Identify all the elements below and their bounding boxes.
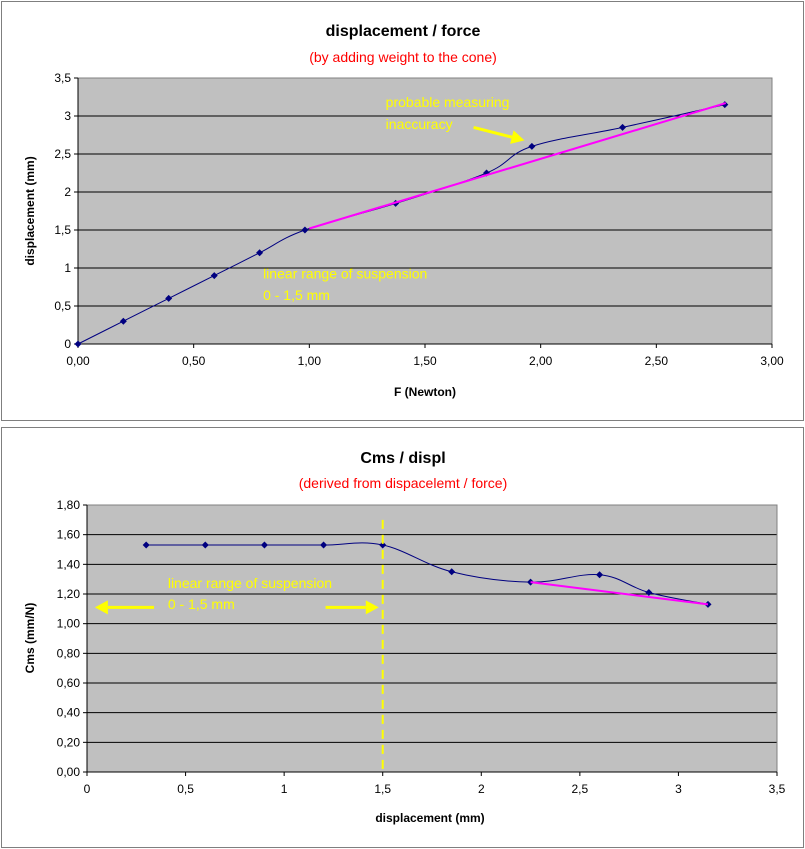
chart-title: displacement / force	[326, 23, 481, 40]
annotations: probable measuring inaccuracy linear range…	[263, 94, 525, 303]
y-tick-label: 0,60	[57, 676, 81, 690]
annotation-text: 0 - 1,5 mm	[168, 596, 235, 612]
y-tick-label: 2,5	[54, 147, 71, 161]
annotation-arrow-head	[510, 130, 525, 144]
x-axis-label: displacement (mm)	[375, 811, 484, 825]
data-point	[528, 142, 536, 150]
x-tick-label: 0,50	[182, 354, 206, 368]
y-tick-label: 0,20	[57, 735, 81, 749]
data-point	[256, 249, 264, 257]
data-point	[210, 272, 218, 280]
data-point	[301, 226, 309, 234]
axes	[83, 504, 778, 776]
data-point	[619, 123, 627, 131]
annotation-text: linear range of suspension	[263, 266, 427, 282]
trend-line	[530, 581, 709, 606]
plot-area	[78, 78, 772, 344]
chart-cms-displ: Cms / displ (derived from dispacelemt / …	[23, 450, 786, 825]
y-tick-label: 2	[64, 185, 71, 199]
data-point	[142, 541, 150, 549]
data-point	[119, 317, 127, 325]
y-tick-label: 1,00	[57, 617, 81, 631]
data-marks	[142, 519, 712, 772]
y-tick-label: 0,40	[57, 706, 81, 720]
annotations: linear range of suspension 0 - 1,5 mm	[94, 575, 379, 615]
y-tick-label: 1,80	[57, 498, 81, 512]
data-point	[596, 571, 604, 579]
y-tick-label: 0	[64, 337, 71, 351]
y-tick-label: 1,40	[57, 557, 81, 571]
y-tick-label: 3,5	[54, 71, 71, 85]
x-tick-label: 2	[478, 782, 485, 796]
y-tick-label: 3	[64, 109, 71, 123]
data-point	[379, 541, 387, 549]
y-tick-label: 0,80	[57, 646, 81, 660]
y-axis-label: displacement (mm)	[23, 156, 37, 265]
x-tick-label: 3	[675, 782, 682, 796]
x-tick-label: 2,5	[572, 782, 589, 796]
data-point	[320, 541, 328, 549]
chart-subtitle: (derived from dispacelemt / force)	[299, 475, 508, 491]
plot-area	[87, 505, 777, 772]
series-line	[146, 542, 709, 605]
chart-subtitle: (by adding weight to the cone)	[309, 49, 497, 65]
annotation-text: 0 - 1,5 mm	[263, 287, 330, 303]
y-axis-label: Cms (mm/N)	[23, 603, 37, 674]
chart-title: Cms / displ	[360, 450, 445, 467]
chart-displacement-force: displacement / force (by adding weight t…	[23, 23, 784, 399]
x-tick-label: 1,00	[298, 354, 322, 368]
y-tick-label: 1,5	[54, 223, 71, 237]
data-point	[645, 589, 653, 597]
y-tick-label: 1	[64, 261, 71, 275]
data-point	[201, 541, 209, 549]
annotation-arrow-shaft	[473, 125, 513, 139]
x-tick-label: 1	[281, 782, 288, 796]
annotation-arrow-head	[94, 600, 108, 615]
annotation-text: linear range of suspension	[168, 575, 332, 591]
x-tick-label: 0,5	[177, 782, 194, 796]
annotation-text: inaccuracy	[386, 116, 453, 132]
y-tick-label: 0,5	[54, 299, 71, 313]
data-point	[260, 541, 268, 549]
x-tick-label: 1,5	[374, 782, 391, 796]
data-point	[448, 568, 456, 576]
y-tick-label: 1,60	[57, 528, 81, 542]
x-tick-label: 1,50	[413, 354, 437, 368]
annotation-arrow-head	[365, 600, 379, 615]
trend-line	[309, 102, 727, 230]
x-axis-label: F (Newton)	[394, 385, 456, 399]
gridlines	[77, 77, 773, 345]
x-tick-label: 3,5	[769, 782, 786, 796]
tick-labels: 0 0,5 1 1,5 2 2,5 3 3,5 0,00 0,50 1,00 1,50 2,00 2,50…	[54, 71, 784, 368]
tick-labels: 0,00 0,20 0,40 0,60 0,80 1,00 1,20 1,40 1,60 1,80…	[57, 498, 786, 796]
y-tick-label: 1,20	[57, 587, 81, 601]
data-point	[165, 294, 173, 302]
x-tick-label: 3,00	[760, 354, 784, 368]
annotation-text: probable measuring	[386, 94, 510, 110]
x-tick-label: 2,00	[529, 354, 553, 368]
x-tick-label: 0	[84, 782, 91, 796]
y-tick-label: 0,00	[57, 765, 81, 779]
data-point	[74, 340, 82, 348]
data-marks	[74, 101, 729, 348]
x-tick-label: 2,50	[645, 354, 669, 368]
x-tick-label: 0,00	[66, 354, 90, 368]
